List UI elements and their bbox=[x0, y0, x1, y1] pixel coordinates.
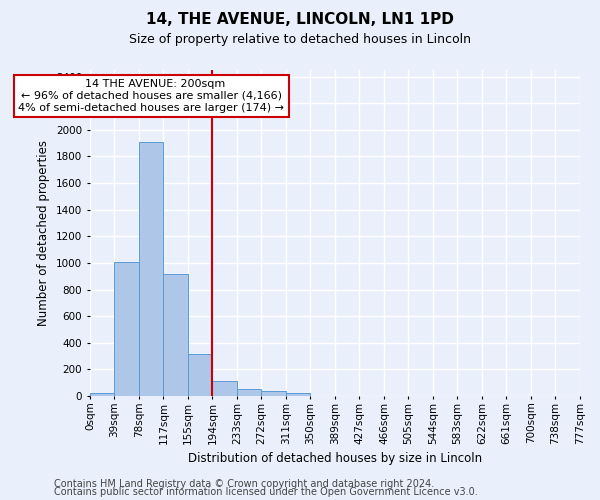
Bar bbox=[163, 274, 188, 396]
Text: Contains HM Land Registry data © Crown copyright and database right 2024.: Contains HM Land Registry data © Crown c… bbox=[54, 479, 434, 489]
Y-axis label: Number of detached properties: Number of detached properties bbox=[37, 140, 50, 326]
Bar bbox=[90, 394, 115, 396]
Text: 14 THE AVENUE: 200sqm
← 96% of detached houses are smaller (4,166)
4% of semi-de: 14 THE AVENUE: 200sqm ← 96% of detached … bbox=[18, 80, 284, 112]
Bar bbox=[286, 394, 310, 396]
Bar bbox=[139, 142, 163, 396]
Bar bbox=[237, 388, 262, 396]
Text: Contains public sector information licensed under the Open Government Licence v3: Contains public sector information licen… bbox=[54, 487, 478, 497]
Bar bbox=[188, 354, 212, 396]
Text: Size of property relative to detached houses in Lincoln: Size of property relative to detached ho… bbox=[129, 32, 471, 46]
X-axis label: Distribution of detached houses by size in Lincoln: Distribution of detached houses by size … bbox=[188, 452, 482, 465]
Text: 14, THE AVENUE, LINCOLN, LN1 1PD: 14, THE AVENUE, LINCOLN, LN1 1PD bbox=[146, 12, 454, 28]
Bar bbox=[262, 392, 286, 396]
Bar bbox=[212, 382, 237, 396]
Bar bbox=[115, 262, 139, 396]
